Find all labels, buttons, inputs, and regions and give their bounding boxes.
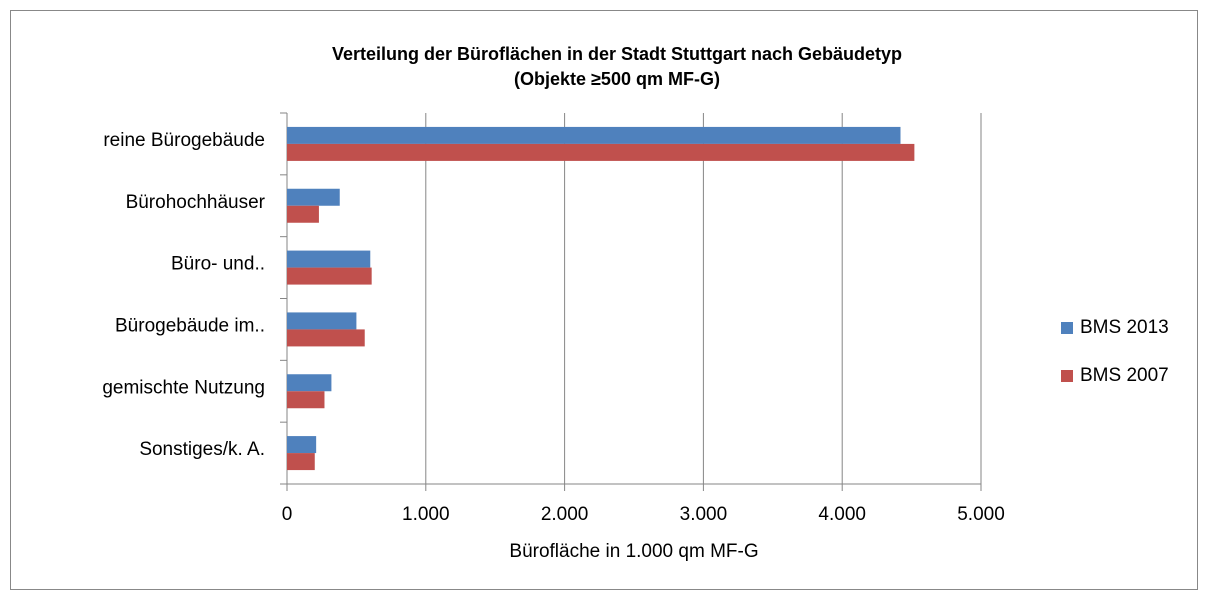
y-tick-label: gemischte Nutzung [102, 377, 265, 398]
x-tick-label: 1.000 [402, 504, 450, 525]
bar [287, 436, 317, 454]
chart-subtitle: (Objekte ≥500 qm MF-G) [514, 69, 720, 89]
y-tick-label: Bürogebäude im.. [115, 315, 265, 336]
bar [287, 267, 372, 285]
bar [287, 250, 371, 268]
legend-label: BMS 2007 [1080, 365, 1169, 386]
bar [287, 312, 357, 330]
x-tick-label: 0 [282, 504, 293, 525]
y-tick-label: Bürohochhäuser [126, 192, 266, 213]
x-tick-label: 2.000 [541, 504, 589, 525]
y-tick-label: reine Bürogebäude [103, 130, 265, 151]
y-tick-label: Büro- und.. [171, 254, 265, 275]
bar [287, 391, 325, 409]
bar [287, 143, 915, 161]
x-tick-label: 5.000 [957, 504, 1005, 525]
bar [287, 188, 340, 206]
y-tick-label: Sonstiges/k. A. [139, 439, 265, 460]
x-axis-label: Bürofläche in 1.000 qm MF-G [509, 541, 758, 562]
x-tick-label: 3.000 [680, 504, 728, 525]
bar [287, 453, 315, 471]
chart-title: Verteilung der Büroflächen in der Stadt … [332, 44, 902, 64]
legend-swatch [1061, 322, 1073, 334]
legend-label: BMS 2013 [1080, 317, 1169, 338]
bar [287, 126, 901, 144]
bar [287, 329, 365, 347]
x-tick-label: 4.000 [818, 504, 866, 525]
legend-swatch [1061, 370, 1073, 382]
bar [287, 205, 319, 223]
chart-frame [10, 10, 1198, 590]
bar [287, 374, 332, 392]
